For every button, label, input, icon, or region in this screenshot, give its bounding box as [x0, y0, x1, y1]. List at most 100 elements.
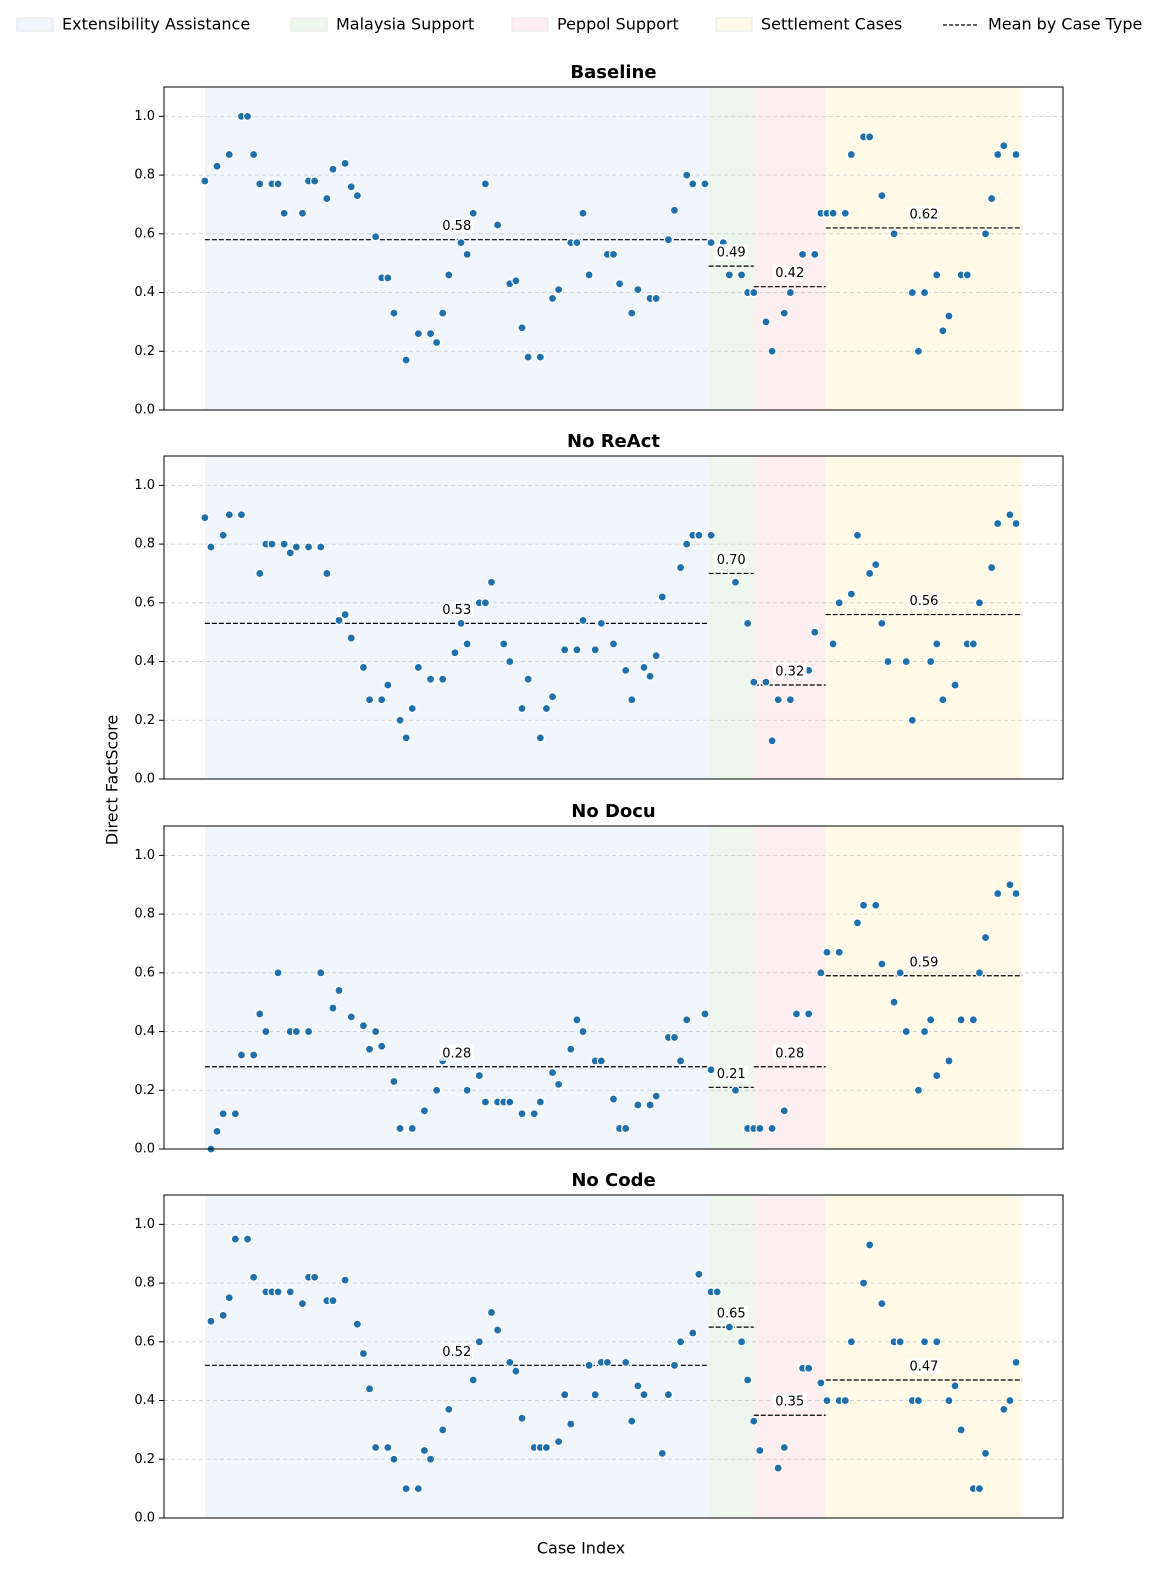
- data-point: [596, 618, 606, 628]
- data-point: [627, 1416, 637, 1426]
- data-point: [200, 513, 210, 523]
- data-point: [999, 141, 1009, 151]
- data-point: [944, 311, 954, 321]
- data-point: [486, 1307, 497, 1318]
- data-point: [462, 639, 472, 649]
- data-point: [480, 1097, 491, 1107]
- data-point: [425, 674, 436, 684]
- data-point: [554, 1079, 564, 1090]
- data-point: [791, 1009, 802, 1019]
- data-point: [877, 959, 887, 969]
- y-tick-label: 0.0: [134, 772, 155, 787]
- data-point: [285, 548, 295, 558]
- data-point: [303, 1026, 314, 1037]
- data-point: [919, 1337, 930, 1347]
- region-shade: [753, 456, 826, 779]
- data-point: [938, 326, 948, 336]
- data-point: [919, 1026, 930, 1037]
- data-point: [584, 270, 594, 280]
- data-point: [645, 671, 655, 681]
- data-point: [364, 695, 375, 705]
- data-point: [438, 1425, 448, 1435]
- data-point: [273, 968, 283, 978]
- data-point: [669, 1360, 680, 1370]
- data-point: [932, 639, 942, 649]
- data-point: [633, 1381, 643, 1391]
- data-point: [255, 568, 265, 579]
- data-point: [865, 1240, 875, 1250]
- data-point: [816, 968, 826, 978]
- region-shade: [204, 456, 709, 779]
- data-point: [840, 208, 850, 218]
- data-point: [523, 352, 533, 362]
- data-point: [846, 589, 856, 599]
- data-point: [767, 1123, 777, 1134]
- y-tick-label: 1.0: [134, 1217, 155, 1232]
- data-point: [749, 287, 759, 298]
- legend-swatch: [715, 17, 753, 32]
- data-point: [761, 677, 771, 687]
- data-point: [1005, 1395, 1015, 1406]
- data-point: [535, 733, 545, 743]
- data-point: [682, 170, 692, 180]
- y-tick-label: 0.6: [134, 226, 155, 241]
- data-point: [993, 888, 1003, 899]
- data-point: [249, 1272, 259, 1282]
- data-point: [590, 1390, 600, 1400]
- mean-label: 0.35: [775, 1395, 804, 1410]
- data-point: [749, 677, 759, 687]
- data-point: [255, 179, 265, 189]
- data-point: [456, 618, 466, 628]
- data-point: [901, 1026, 911, 1037]
- data-point: [413, 662, 423, 673]
- data-point: [541, 703, 552, 714]
- data-point: [895, 968, 905, 978]
- data-point: [249, 149, 259, 160]
- data-point: [364, 1044, 375, 1054]
- data-point: [236, 510, 247, 520]
- data-point: [480, 598, 491, 608]
- data-point: [297, 1299, 308, 1309]
- data-point: [706, 238, 716, 248]
- data-point: [468, 1375, 478, 1385]
- panel-title: No Code: [571, 1170, 655, 1191]
- mean-label: 0.70: [717, 553, 746, 568]
- mean-label-bg: [906, 592, 941, 609]
- region-shade: [204, 826, 709, 1149]
- data-point: [267, 539, 277, 549]
- region-shade: [753, 826, 826, 1149]
- data-point: [505, 656, 515, 667]
- y-tick-label: 0.4: [134, 1393, 155, 1408]
- data-point: [395, 1123, 405, 1134]
- data-point: [865, 132, 875, 142]
- data-point: [358, 1021, 369, 1031]
- data-point: [389, 1454, 399, 1464]
- data-point: [511, 276, 521, 286]
- data-point: [663, 1390, 673, 1400]
- data-point: [297, 208, 308, 218]
- legend-label: Mean by Case Type: [988, 15, 1142, 34]
- data-point: [846, 1337, 856, 1347]
- data-point: [547, 293, 558, 304]
- data-point: [389, 308, 399, 318]
- data-point: [688, 1328, 698, 1338]
- data-point: [999, 1404, 1009, 1414]
- data-point: [724, 1322, 734, 1332]
- data-point: [505, 1357, 515, 1367]
- data-point: [621, 1123, 631, 1134]
- data-point: [730, 1085, 741, 1095]
- data-point: [639, 1390, 649, 1400]
- data-point: [383, 680, 393, 690]
- data-point: [980, 1448, 991, 1459]
- data-point: [218, 530, 228, 540]
- data-point: [956, 1425, 966, 1435]
- data-point: [785, 287, 795, 298]
- mean-label: 0.56: [909, 594, 938, 609]
- data-point: [779, 308, 789, 318]
- y-tick-label: 0.8: [134, 537, 155, 552]
- data-point: [736, 270, 747, 280]
- data-point: [877, 618, 887, 628]
- data-point: [377, 695, 387, 705]
- data-point: [383, 1442, 393, 1453]
